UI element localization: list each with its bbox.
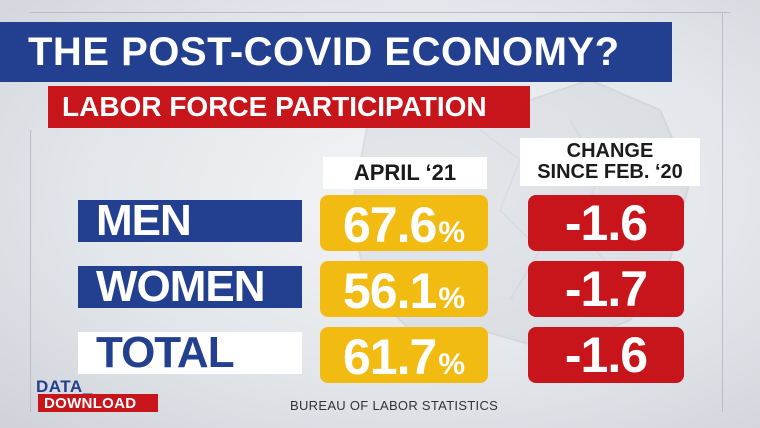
column-header-current-label: APRIL ‘21	[353, 160, 457, 185]
logo-bottom-bar: DOWNLOAD	[38, 394, 158, 412]
frame-line-top	[30, 12, 730, 13]
value-box-men: 67.6%	[320, 195, 488, 253]
page-title: THE POST-COVID ECONOMY?	[28, 29, 620, 74]
change-header-line1: CHANGE	[566, 140, 654, 162]
value-box-total: 61.7%	[320, 327, 488, 385]
frame-line-right	[722, 12, 723, 412]
value-number: 67.6	[342, 197, 437, 253]
change-header-line2: SINCE FEB. ‘20	[537, 161, 683, 183]
value-unit: %	[438, 216, 465, 249]
change-box-total: -1.6	[528, 327, 684, 383]
subtitle-banner: LABOR FORCE PARTICIPATION	[48, 86, 530, 128]
change-box-women: -1.7	[528, 261, 684, 317]
row-label-text: TOTAL	[96, 328, 235, 377]
value-unit: %	[438, 282, 465, 315]
value-box-women: 56.1%	[320, 261, 488, 319]
row-label-women: WOMEN	[78, 262, 302, 311]
change-value: -1.7	[564, 261, 648, 317]
row-label-men: MEN	[78, 196, 302, 245]
page-subtitle: LABOR FORCE PARTICIPATION	[62, 91, 487, 122]
frame-line-left	[30, 130, 31, 412]
logo-bottom-text: DOWNLOAD	[44, 394, 137, 412]
source-credit: BUREAU OF LABOR STATISTICS	[290, 398, 499, 413]
row-label-text: MEN	[96, 196, 192, 245]
value-number: 61.7	[342, 329, 437, 385]
row-label-text: WOMEN	[96, 262, 266, 311]
data-download-logo: DATA_ DOWNLOAD	[34, 377, 164, 412]
title-banner: THE POST-COVID ECONOMY?	[0, 22, 672, 82]
change-value: -1.6	[564, 327, 648, 383]
column-header-change: CHANGE SINCE FEB. ‘20	[520, 138, 700, 186]
value-number: 56.1	[342, 263, 437, 319]
logo-top-text: DATA_	[36, 377, 93, 396]
row-label-total: TOTAL	[78, 328, 302, 377]
column-header-current: APRIL ‘21	[323, 157, 487, 189]
change-box-men: -1.6	[528, 195, 684, 251]
value-unit: %	[438, 348, 465, 381]
change-value: -1.6	[564, 195, 648, 251]
column-header-change-label: CHANGE SINCE FEB. ‘20	[537, 141, 683, 183]
